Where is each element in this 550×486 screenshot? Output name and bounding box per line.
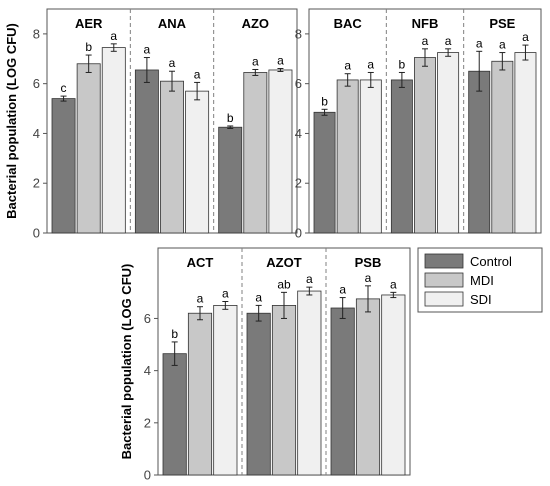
bar-psb-sdi — [381, 294, 406, 476]
y-tick-label: 0 — [33, 226, 40, 241]
significance-letter: a — [169, 56, 176, 70]
significance-letter: b — [85, 40, 92, 54]
significance-letter: a — [476, 36, 483, 50]
bar-azot-control — [246, 312, 271, 476]
significance-letter: a — [339, 283, 346, 297]
group-label-pse: PSE — [489, 16, 515, 31]
legend-label-control: Control — [470, 254, 512, 269]
y-tick-label: 6 — [33, 76, 40, 91]
panel-bottom: 0 2 4 6 Bacterial population (LOG CFU) ACT b a a… — [119, 247, 411, 483]
legend-label-sdi: SDI — [470, 292, 492, 307]
bar-act-mdi — [187, 312, 213, 476]
bar-psb-mdi — [355, 298, 381, 476]
bar-aer-mdi — [76, 63, 101, 234]
y-tick-label: 2 — [295, 176, 302, 191]
significance-letter: a — [144, 43, 151, 57]
significance-letter: b — [399, 57, 406, 71]
significance-letter: a — [499, 38, 506, 52]
legend-label-mdi: MDI — [470, 273, 494, 288]
legend-swatch-mdi — [424, 272, 464, 288]
significance-letter: b — [171, 327, 178, 341]
bar-bac-sdi — [359, 79, 382, 234]
y-tick-label: 0 — [295, 226, 302, 241]
group-label-ana: ANA — [158, 16, 187, 31]
panel-top-right: 0 2 4 6 8 BAC b a a NFB b a a PSE a a a — [295, 8, 542, 241]
group-label-act: ACT — [187, 255, 214, 270]
y-tick-label: 2 — [144, 415, 151, 430]
significance-letter: a — [110, 29, 117, 43]
significance-letter: ab — [277, 277, 291, 291]
bar-nfb-control — [390, 79, 413, 234]
significance-letter: a — [445, 34, 452, 48]
bar-bac-mdi — [336, 79, 359, 234]
bar-azot-sdi — [297, 290, 322, 476]
significance-letter: a — [306, 272, 313, 286]
bar-ana-sdi — [185, 90, 210, 234]
bar-ana-mdi — [160, 80, 184, 234]
legend: Control MDI SDI — [417, 247, 543, 313]
bar-bac-control — [313, 111, 336, 234]
y-tick-label: 4 — [295, 126, 302, 141]
bar-azo-mdi — [243, 72, 268, 234]
significance-letter: a — [252, 54, 259, 68]
legend-swatch-control — [424, 253, 464, 269]
y-tick-label: 6 — [295, 76, 302, 91]
y-tick-label: 8 — [33, 26, 40, 41]
y-axis-label: Bacterial population (LOG CFU) — [119, 264, 134, 460]
bar-ana-control — [134, 69, 159, 234]
bar-pse-control — [468, 70, 491, 234]
significance-letter: a — [222, 286, 229, 300]
bar-azo-sdi — [268, 69, 293, 234]
y-tick-label: 4 — [144, 363, 151, 378]
significance-letter: a — [197, 292, 204, 306]
bar-azot-mdi — [271, 305, 297, 476]
y-axis-label: Bacterial population (LOG CFU) — [4, 23, 19, 219]
significance-letter: a — [277, 53, 284, 67]
group-label-azo: AZO — [242, 16, 269, 31]
y-tick-label: 6 — [144, 311, 151, 326]
significance-letter: c — [61, 81, 67, 95]
significance-letter: a — [367, 57, 374, 71]
significance-letter: a — [255, 290, 262, 304]
bar-pse-sdi — [514, 52, 537, 234]
bar-pse-mdi — [491, 60, 514, 234]
group-label-nfb: NFB — [412, 16, 439, 31]
y-tick-label: 4 — [33, 126, 40, 141]
bar-nfb-sdi — [437, 52, 460, 234]
bar-aer-control — [51, 98, 76, 234]
significance-letter: b — [321, 94, 328, 108]
bar-azo-control — [218, 126, 243, 234]
bar-act-control — [162, 353, 187, 476]
group-label-psb: PSB — [355, 255, 382, 270]
group-label-bac: BAC — [334, 16, 363, 31]
bar-nfb-mdi — [414, 57, 436, 234]
bar-aer-sdi — [101, 47, 126, 234]
significance-letter: a — [522, 30, 529, 44]
significance-letter: b — [227, 111, 234, 125]
bar-act-sdi — [213, 305, 238, 476]
significance-letter: a — [390, 277, 397, 291]
significance-letter: a — [422, 34, 429, 48]
group-label-azot: AZOT — [266, 255, 301, 270]
panel-top-left: 0 2 4 6 8 Bacterial population (LOG CFU) AER c b… — [4, 8, 298, 241]
y-tick-label: 0 — [144, 468, 151, 483]
significance-letter: a — [365, 271, 372, 285]
significance-letter: a — [344, 59, 351, 73]
bar-psb-control — [330, 307, 355, 476]
y-tick-label: 8 — [295, 26, 302, 41]
group-label-aer: AER — [75, 16, 103, 31]
y-tick-label: 2 — [33, 176, 40, 191]
legend-swatch-sdi — [424, 291, 464, 307]
significance-letter: a — [194, 67, 201, 81]
